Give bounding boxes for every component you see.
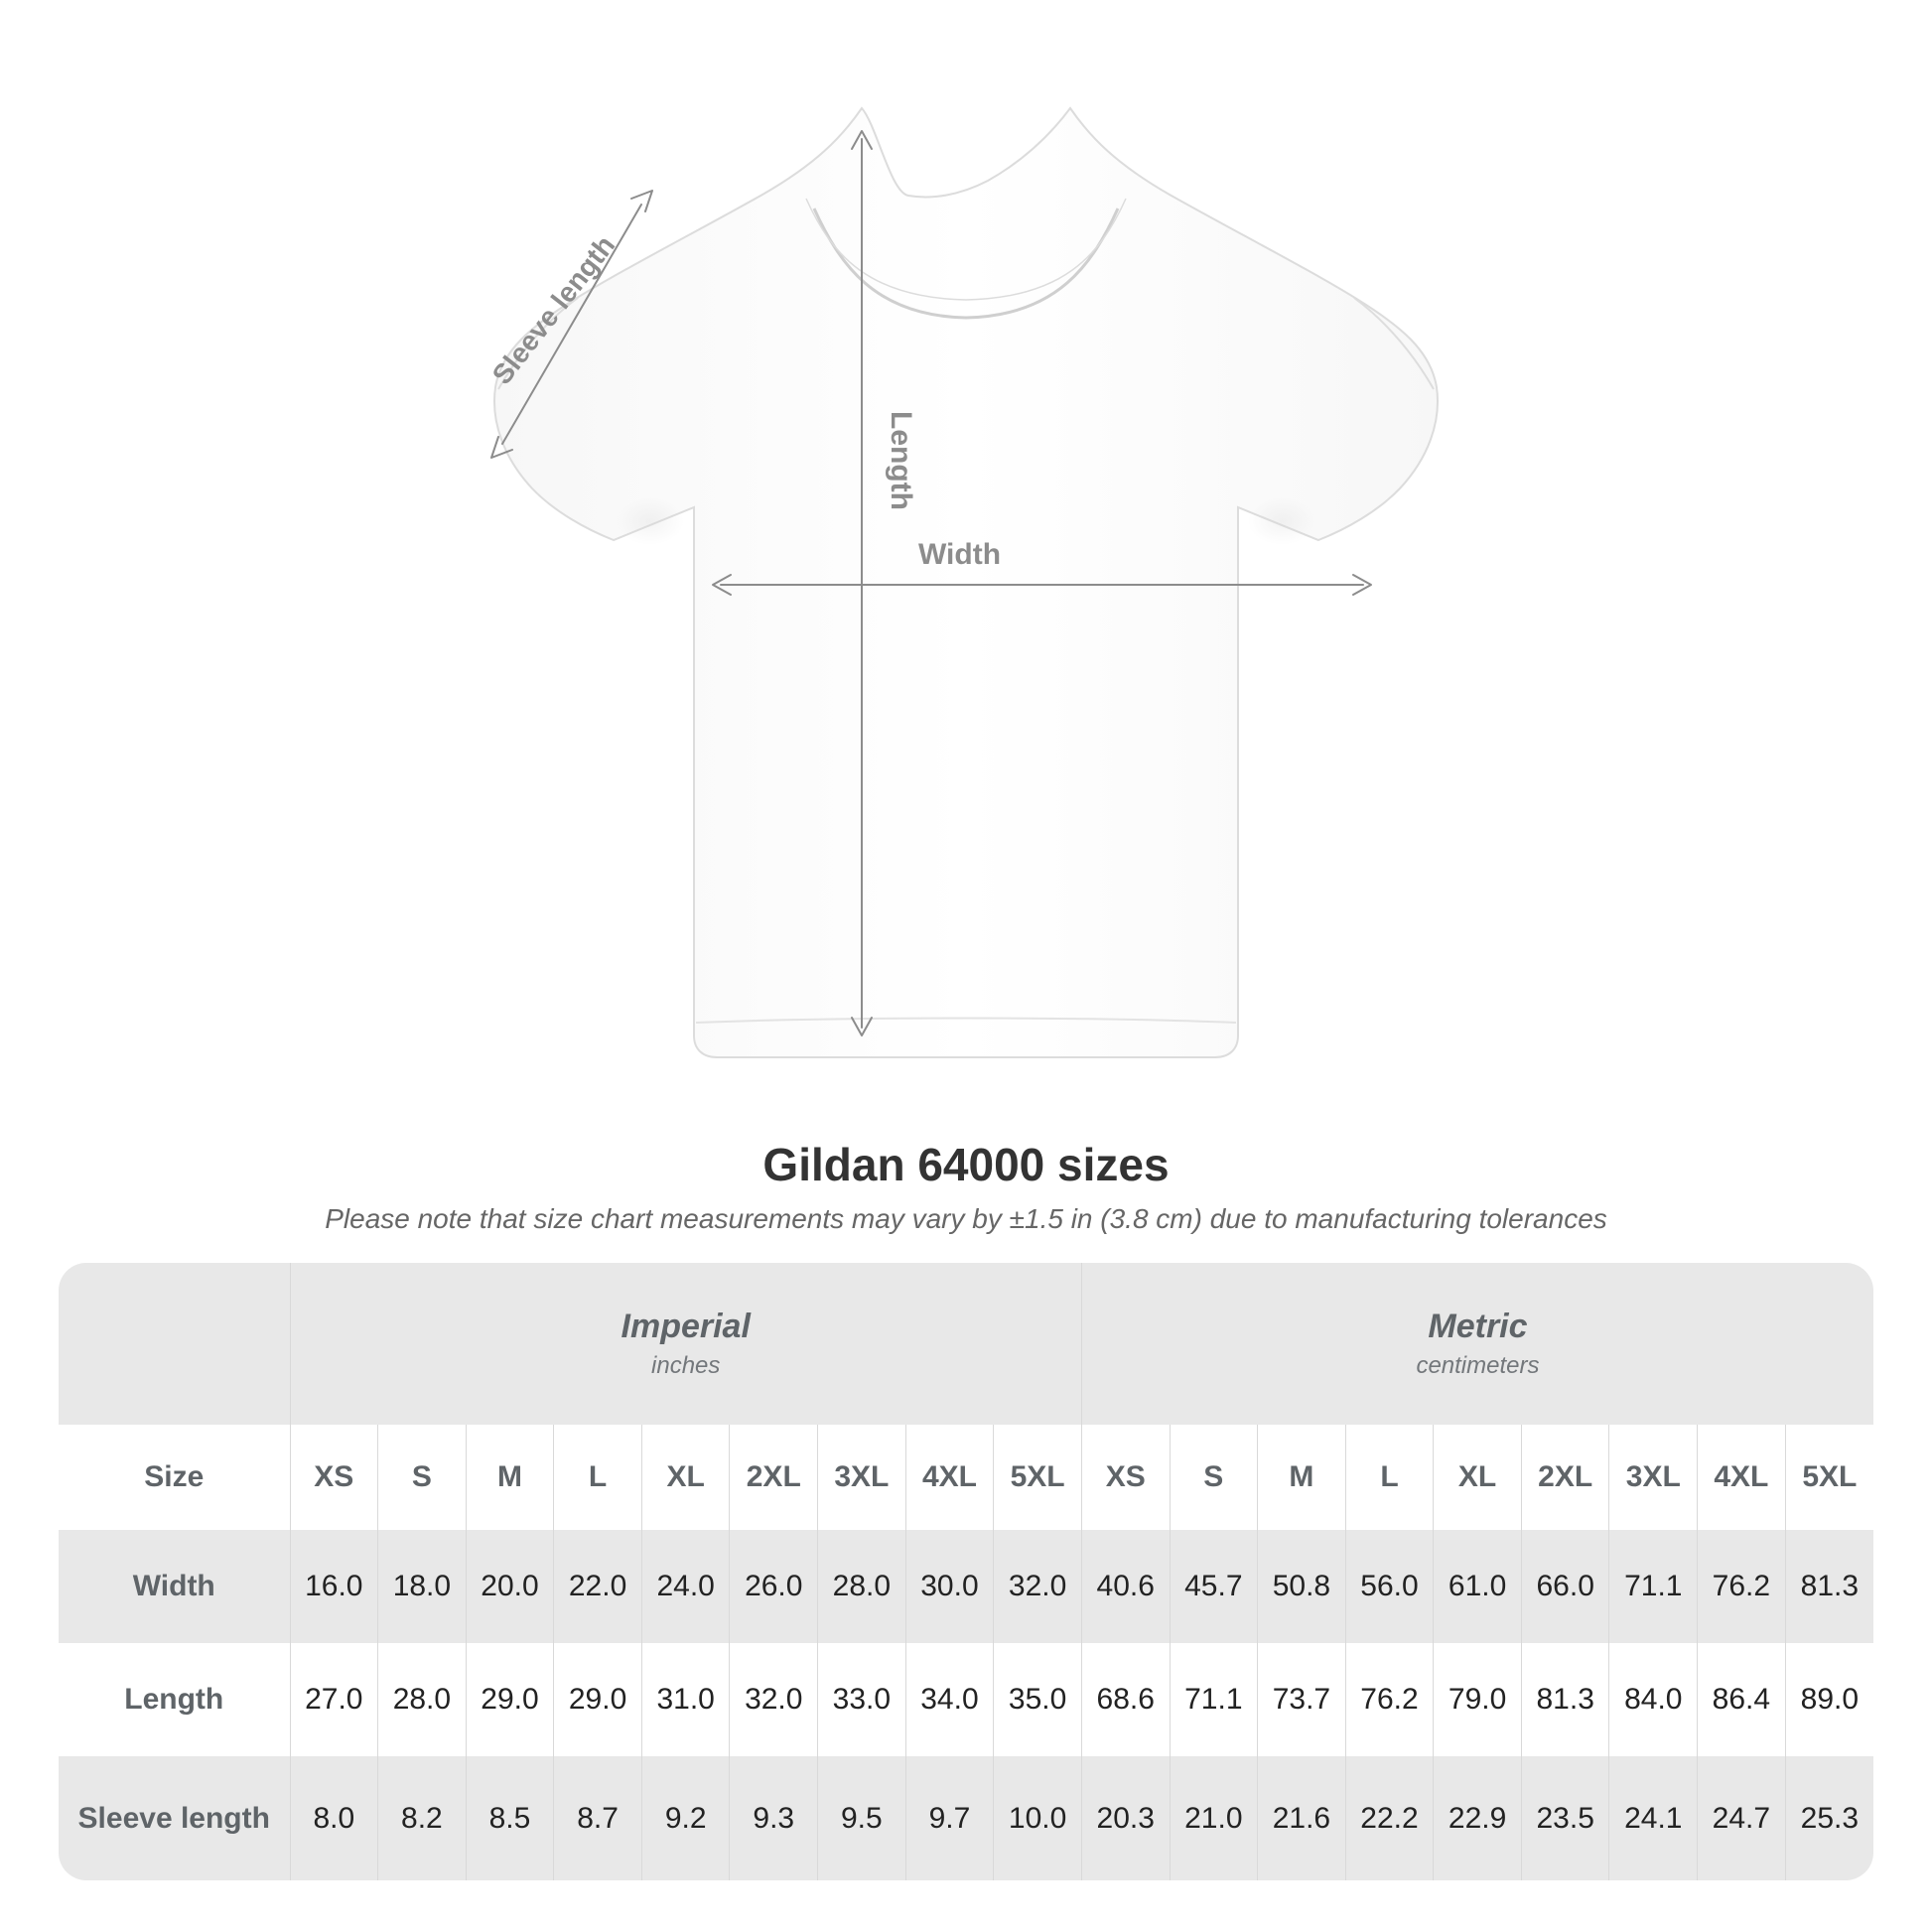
svg-text:Width: Width: [918, 538, 1001, 571]
svg-text:Length: Length: [885, 411, 917, 510]
